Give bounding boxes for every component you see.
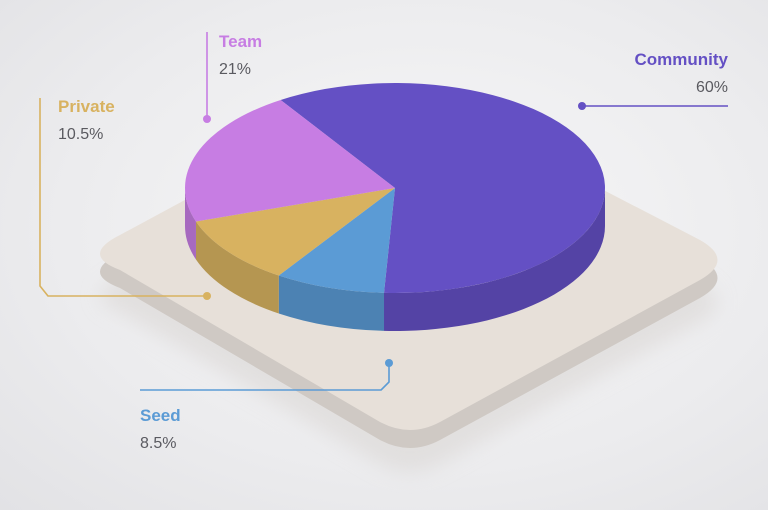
leader-seed (140, 363, 390, 391)
slice-value: 10.5% (58, 126, 104, 143)
leader-dot-seed (385, 359, 393, 367)
slice-label-team: Team 21% (219, 32, 262, 79)
slice-seed (278, 188, 395, 293)
slice-side-seed (278, 275, 385, 331)
slice-value: 60% (695, 79, 728, 96)
slice-label-private: Private 10.5% (58, 97, 115, 144)
pie-sides (185, 188, 605, 331)
leader-private (39, 98, 207, 297)
slice-community (280, 83, 605, 293)
slice-name: Private (58, 97, 115, 116)
pie-tops (184, 83, 605, 293)
slice-label-community: Community 60% (635, 50, 729, 97)
slice-side-private (195, 221, 279, 314)
slice-label-seed: Seed 8.5% (140, 406, 181, 453)
slice-value: 8.5% (140, 435, 177, 452)
slice-side-community (384, 188, 605, 331)
leader-lines (39, 32, 728, 391)
slice-private (195, 188, 395, 276)
slice-team (184, 99, 395, 222)
leader-dot-team (203, 115, 211, 123)
slice-name: Community (634, 50, 729, 69)
leader-dot-private (203, 292, 211, 300)
slice-name: Team (219, 32, 263, 51)
slice-value: 21% (219, 61, 252, 78)
slice-side-team (185, 188, 196, 260)
leader-dot-community (578, 102, 586, 110)
slice-name: Seed (140, 406, 181, 425)
